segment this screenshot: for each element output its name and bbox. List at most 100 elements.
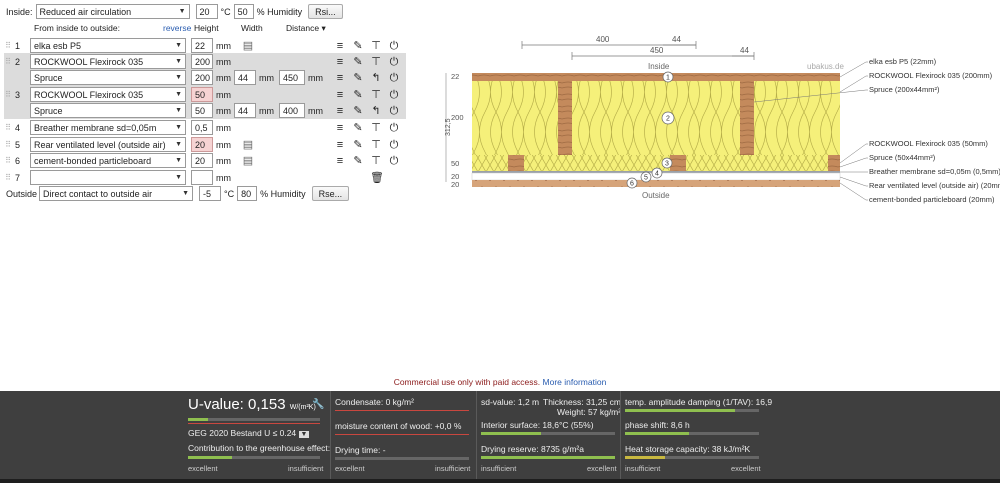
unit-label: mm: [216, 89, 231, 100]
insert-layer-icon[interactable]: ⊤: [371, 55, 381, 68]
menu-icon[interactable]: ≡: [336, 55, 344, 68]
edit-pencil-icon[interactable]: ✎: [353, 121, 363, 134]
wood-texture-icon[interactable]: ▤: [242, 154, 254, 167]
results-col-sd: sd-value: 1,2 m Thickness: 31,25 cm Weig…: [476, 391, 622, 479]
power-toggle-icon[interactable]: ⏻: [389, 104, 399, 117]
undo-arrow-icon[interactable]: ↰: [371, 104, 381, 117]
insert-layer-icon[interactable]: ⊤: [371, 154, 381, 167]
trash-icon[interactable]: 🗑: [370, 171, 384, 184]
marker-3-label: 3: [665, 161, 669, 168]
legend-8: cement-bonded particleboard (20mm): [869, 195, 995, 204]
width-input[interactable]: 44: [234, 70, 256, 85]
drag-handle-icon[interactable]: ⠿: [5, 90, 11, 99]
unit-label: mm: [216, 72, 231, 83]
drying-time: Drying time: -: [335, 445, 386, 455]
power-toggle-icon[interactable]: ⏻: [389, 154, 399, 167]
height-input[interactable]: 50: [191, 103, 213, 118]
menu-icon[interactable]: ≡: [336, 39, 344, 52]
distance-header[interactable]: Distance ▾: [286, 23, 326, 33]
drag-handle-icon[interactable]: ⠿: [5, 123, 11, 132]
material-select[interactable]: Rear ventilated level (outside air) ▼: [30, 137, 186, 152]
layer-row-3: ⠿ 3 ROCKWOOL Flexirock 035 ▼ 50 mm ≡ ✎ ⊤ …: [4, 86, 406, 103]
height-input[interactable]: 20: [191, 153, 213, 168]
dim-44-bottom: 44: [740, 46, 749, 55]
material-select[interactable]: Breather membrane sd=0,05m ▼: [30, 120, 186, 135]
menu-icon[interactable]: ≡: [336, 104, 344, 117]
power-toggle-icon[interactable]: ⏻: [389, 138, 399, 151]
width-header: Width: [241, 23, 263, 33]
edit-pencil-icon[interactable]: ✎: [353, 104, 363, 117]
inside-temp-input[interactable]: 20: [195, 4, 218, 19]
more-information-link[interactable]: More information: [542, 377, 607, 387]
interior-surface-bar: [481, 432, 541, 435]
wood-texture-icon[interactable]: ▤: [242, 39, 254, 52]
insufficient-label: insufficient: [481, 464, 517, 473]
width-input[interactable]: 44: [234, 103, 256, 118]
drag-handle-icon[interactable]: ⠿: [5, 41, 11, 50]
menu-icon[interactable]: ≡: [336, 138, 344, 151]
power-toggle-icon[interactable]: ⏻: [389, 55, 399, 68]
rse-button[interactable]: Rse...: [311, 186, 350, 201]
power-toggle-icon[interactable]: ⏻: [389, 121, 399, 134]
height-input[interactable]: 200: [191, 70, 213, 85]
menu-icon[interactable]: ≡: [336, 154, 344, 167]
material-select[interactable]: elka esb P5 ▼: [30, 38, 186, 53]
material-select[interactable]: Spruce ▼: [30, 70, 186, 85]
material-select[interactable]: Spruce ▼: [30, 103, 186, 118]
outside-humidity-input[interactable]: 80: [237, 186, 258, 201]
height-input[interactable]: 0,5: [191, 120, 213, 135]
edit-pencil-icon[interactable]: ✎: [353, 154, 363, 167]
height-input[interactable]: 200: [191, 54, 213, 69]
layer-index: 2: [15, 56, 21, 67]
drag-handle-icon[interactable]: ⠿: [5, 57, 11, 66]
edit-pencil-icon[interactable]: ✎: [353, 88, 363, 101]
wrench-icon[interactable]: 🔧: [312, 399, 325, 410]
rsi-button[interactable]: Rsi...: [308, 4, 343, 19]
outside-label: Outside: [6, 188, 38, 199]
edit-pencil-icon[interactable]: ✎: [353, 138, 363, 151]
material-select[interactable]: cement-bonded particleboard ▼: [30, 153, 186, 168]
edit-pencil-icon[interactable]: ✎: [353, 55, 363, 68]
height-input[interactable]: 22: [191, 38, 213, 53]
distance-input[interactable]: 400: [279, 103, 305, 118]
drag-handle-icon[interactable]: ⠿: [5, 140, 11, 149]
distance-input[interactable]: 450: [279, 70, 305, 85]
drag-handle-icon[interactable]: ⠿: [5, 156, 11, 165]
edit-pencil-icon[interactable]: ✎: [353, 39, 363, 52]
insert-layer-icon[interactable]: ⊤: [371, 39, 381, 52]
power-toggle-icon[interactable]: ⏻: [389, 71, 399, 84]
reverse-link[interactable]: reverse: [163, 23, 192, 33]
chevron-down-icon: ▼: [175, 107, 182, 114]
batten-2: [670, 155, 686, 171]
material-select[interactable]: ▼: [30, 170, 186, 185]
height-input[interactable]: 50: [191, 87, 213, 102]
stud-2: [740, 81, 754, 155]
insert-layer-icon[interactable]: ⊤: [371, 138, 381, 151]
weight: Weight: 57 kg/m²: [557, 407, 622, 417]
menu-icon[interactable]: ≡: [336, 71, 344, 84]
menu-icon[interactable]: ≡: [336, 121, 344, 134]
marker-6: [626, 177, 638, 189]
outside-temp-input[interactable]: -5: [199, 186, 222, 201]
geg-requirement[interactable]: GEG 2020 Bestand U ≤ 0.24 ▼: [188, 428, 310, 438]
drag-handle-icon[interactable]: ⠿: [5, 173, 11, 182]
inside-humidity-input[interactable]: 50: [233, 4, 254, 19]
inside-climate-select[interactable]: Reduced air circulation ▼: [35, 4, 190, 19]
outside-climate-select[interactable]: Direct contact to outside air ▼: [39, 186, 194, 201]
power-toggle-icon[interactable]: ⏻: [389, 39, 399, 52]
insert-layer-icon[interactable]: ⊤: [371, 121, 381, 134]
insert-layer-icon[interactable]: ⊤: [371, 88, 381, 101]
undo-arrow-icon[interactable]: ↰: [371, 71, 381, 84]
edit-pencil-icon[interactable]: ✎: [353, 71, 363, 84]
height-input[interactable]: [191, 170, 213, 185]
material-select[interactable]: ROCKWOOL Flexirock 035 ▼: [30, 87, 186, 102]
wood-texture-icon[interactable]: ▤: [242, 138, 254, 151]
height-input[interactable]: 20: [191, 137, 213, 152]
power-toggle-icon[interactable]: ⏻: [389, 88, 399, 101]
legend-2: ROCKWOOL Flexirock 035 (200mm): [869, 71, 993, 80]
condensate: Condensate: 0 kg/m²: [335, 397, 414, 407]
row-tools: ≡ ✎ ↰ ⏻: [334, 105, 400, 117]
menu-icon[interactable]: ≡: [336, 88, 344, 101]
material-select[interactable]: ROCKWOOL Flexirock 035 ▼: [30, 54, 186, 69]
unit-label: mm: [216, 105, 231, 116]
